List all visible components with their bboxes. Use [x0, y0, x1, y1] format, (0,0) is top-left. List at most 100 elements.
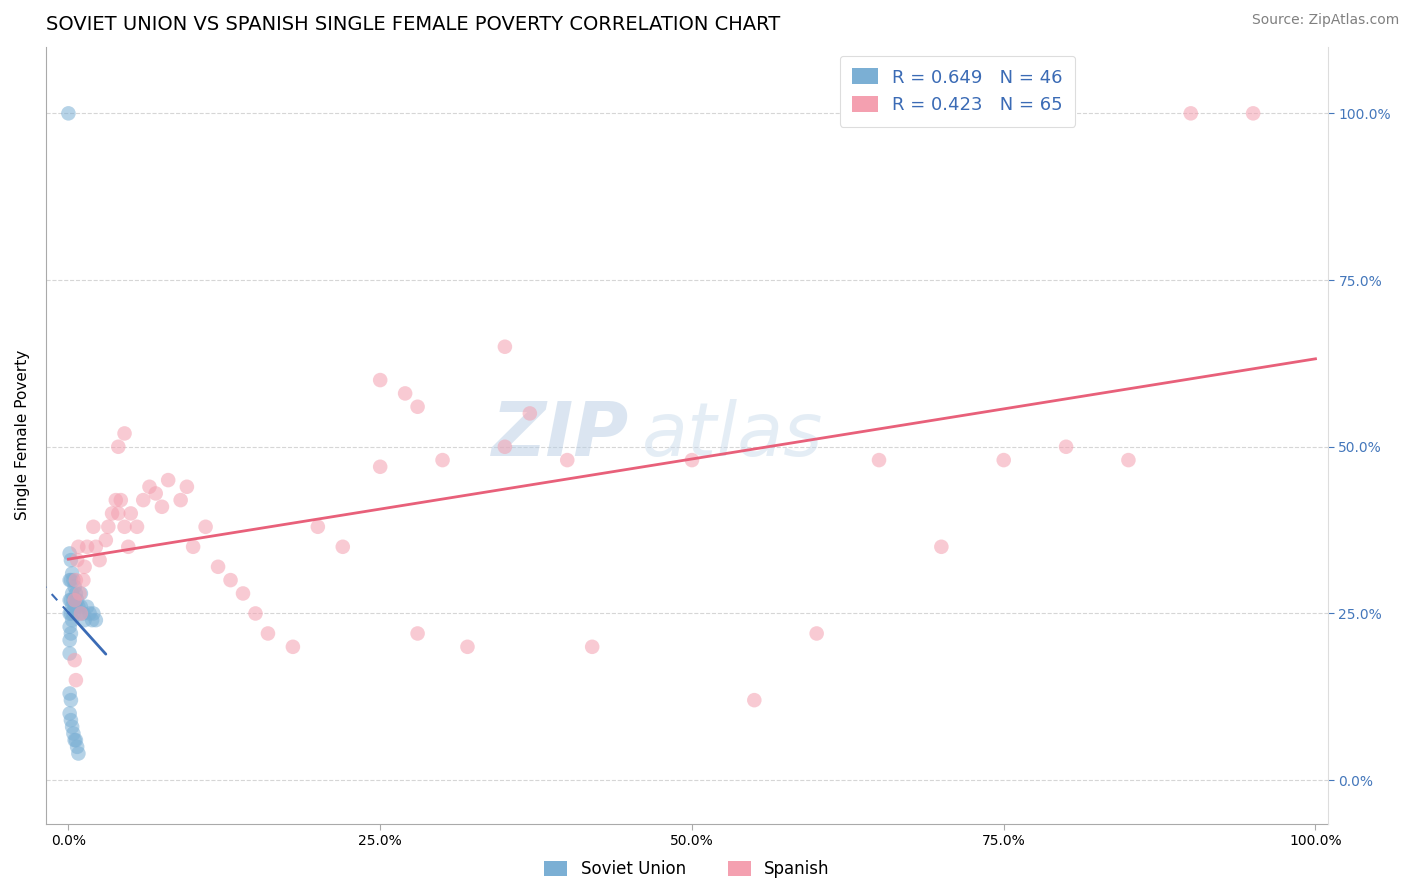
- Legend: Soviet Union, Spanish: Soviet Union, Spanish: [537, 854, 837, 885]
- Point: [70, 607, 93, 621]
- Text: ZIP: ZIP: [492, 399, 630, 472]
- Point: [806, 626, 828, 640]
- Point: [73, 613, 96, 627]
- Point: [150, 500, 173, 514]
- Point: [59, 607, 82, 621]
- Point: [70, 599, 93, 614]
- Point: [107, 440, 129, 454]
- Point: [1054, 440, 1077, 454]
- Y-axis label: Single Female Poverty: Single Female Poverty: [15, 350, 30, 520]
- Point: [82, 607, 104, 621]
- Point: [97, 520, 120, 534]
- Point: [59, 686, 82, 700]
- Point: [117, 540, 139, 554]
- Point: [60, 613, 83, 627]
- Point: [66, 593, 89, 607]
- Point: [60, 566, 83, 581]
- Point: [219, 573, 242, 587]
- Point: [72, 573, 94, 587]
- Point: [63, 599, 86, 614]
- Point: [406, 400, 429, 414]
- Point: [60, 599, 83, 614]
- Point: [368, 373, 391, 387]
- Point: [84, 540, 107, 554]
- Point: [138, 480, 160, 494]
- Point: [59, 626, 82, 640]
- Point: [73, 559, 96, 574]
- Point: [145, 486, 167, 500]
- Point: [94, 533, 117, 548]
- Point: [993, 453, 1015, 467]
- Point: [66, 739, 89, 754]
- Point: [67, 540, 90, 554]
- Point: [555, 453, 578, 467]
- Point: [82, 520, 104, 534]
- Point: [59, 633, 82, 648]
- Point: [59, 573, 82, 587]
- Point: [394, 386, 416, 401]
- Point: [114, 426, 136, 441]
- Point: [59, 573, 82, 587]
- Point: [132, 493, 155, 508]
- Point: [194, 520, 217, 534]
- Point: [59, 607, 82, 621]
- Point: [59, 713, 82, 727]
- Point: [1241, 106, 1264, 120]
- Point: [65, 586, 87, 600]
- Point: [207, 559, 229, 574]
- Point: [67, 747, 90, 761]
- Point: [59, 693, 82, 707]
- Point: [120, 507, 142, 521]
- Point: [519, 406, 541, 420]
- Point: [60, 720, 83, 734]
- Point: [107, 507, 129, 521]
- Point: [104, 493, 127, 508]
- Point: [59, 553, 82, 567]
- Point: [432, 453, 454, 467]
- Text: SOVIET UNION VS SPANISH SINGLE FEMALE POVERTY CORRELATION CHART: SOVIET UNION VS SPANISH SINGLE FEMALE PO…: [46, 15, 780, 34]
- Point: [742, 693, 765, 707]
- Point: [84, 613, 107, 627]
- Point: [581, 640, 603, 654]
- Point: [245, 607, 267, 621]
- Point: [494, 340, 516, 354]
- Point: [65, 733, 87, 747]
- Point: [307, 520, 329, 534]
- Text: atlas: atlas: [643, 399, 824, 471]
- Point: [281, 640, 304, 654]
- Point: [65, 573, 87, 587]
- Point: [59, 620, 82, 634]
- Point: [59, 647, 82, 661]
- Point: [60, 586, 83, 600]
- Point: [79, 607, 101, 621]
- Point: [63, 593, 86, 607]
- Point: [59, 546, 82, 560]
- Point: [66, 553, 89, 567]
- Point: [681, 453, 703, 467]
- Point: [931, 540, 953, 554]
- Point: [65, 599, 87, 614]
- Point: [59, 593, 82, 607]
- Point: [70, 586, 93, 600]
- Point: [76, 599, 98, 614]
- Point: [89, 553, 111, 567]
- Point: [59, 593, 82, 607]
- Point: [67, 599, 90, 614]
- Point: [65, 673, 87, 688]
- Point: [868, 453, 890, 467]
- Point: [76, 540, 98, 554]
- Point: [58, 106, 80, 120]
- Point: [456, 640, 478, 654]
- Point: [69, 607, 91, 621]
- Point: [368, 459, 391, 474]
- Point: [63, 733, 86, 747]
- Point: [72, 607, 94, 621]
- Point: [82, 613, 104, 627]
- Point: [125, 520, 148, 534]
- Point: [62, 726, 84, 740]
- Point: [494, 440, 516, 454]
- Point: [110, 493, 132, 508]
- Point: [59, 706, 82, 721]
- Point: [176, 480, 198, 494]
- Point: [1180, 106, 1202, 120]
